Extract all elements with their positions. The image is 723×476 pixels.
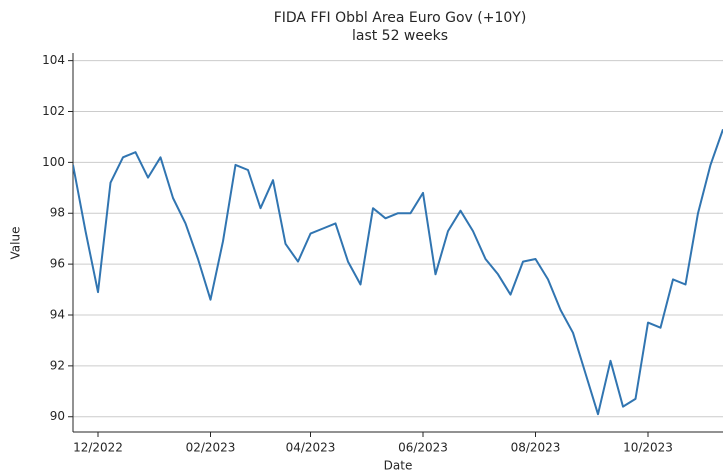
y-tick-label: 96	[50, 257, 65, 271]
y-axis-label: Value	[9, 227, 23, 260]
data-line	[73, 128, 723, 416]
chart-title: FIDA FFI Obbl Area Euro Gov (+10Y)	[274, 10, 527, 26]
x-tick-label: 04/2023	[286, 441, 336, 455]
y-tick-label: 102	[42, 104, 65, 118]
y-tick-label: 104	[42, 53, 65, 67]
x-tick-label: 02/2023	[186, 441, 236, 455]
y-tick-label: 92	[50, 358, 65, 372]
y-tick-label: 90	[50, 409, 65, 423]
y-tick-label: 100	[42, 155, 65, 169]
y-tick-label: 98	[50, 206, 65, 220]
x-tick-label: 08/2023	[511, 441, 561, 455]
x-tick-label: 06/2023	[398, 441, 448, 455]
x-tick-label: 12/2022	[73, 441, 123, 455]
x-tick-label: 10/2023	[623, 441, 673, 455]
x-axis-label: Date	[384, 459, 413, 473]
y-tick-label: 94	[50, 307, 65, 321]
chart-subtitle: last 52 weeks	[352, 28, 448, 44]
